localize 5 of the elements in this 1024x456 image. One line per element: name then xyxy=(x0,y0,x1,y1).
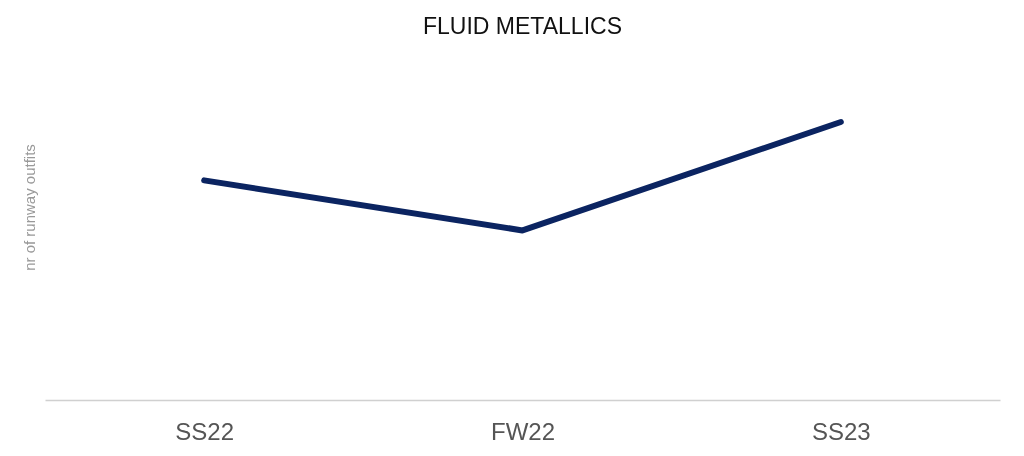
x-tick-label: SS23 xyxy=(811,417,871,445)
x-tick-label: SS22 xyxy=(175,417,235,445)
y-axis-title: nr of runway outfits xyxy=(20,144,38,271)
x-tick-label: FW22 xyxy=(490,417,556,445)
chart-title: FLUID METALLICS xyxy=(423,13,622,39)
